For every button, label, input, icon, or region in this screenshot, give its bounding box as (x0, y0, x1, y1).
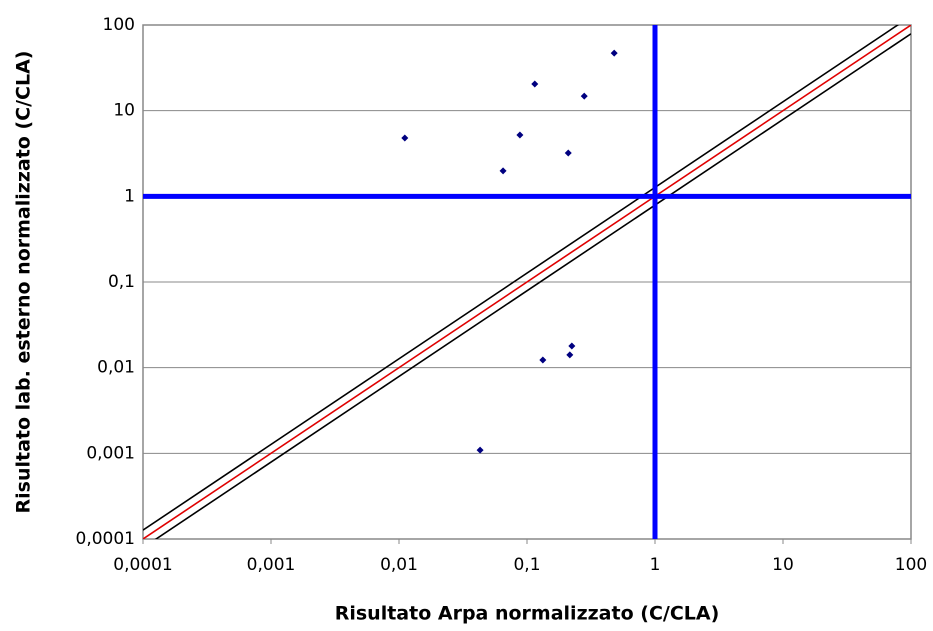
x-axis-title: Risultato Arpa normalizzato (C/CLA) (335, 603, 720, 625)
x-tick-label: 100 (895, 555, 927, 575)
y-tick-label: 10 (113, 101, 135, 121)
x-tick-label: 1 (650, 555, 661, 575)
point (516, 131, 524, 139)
x-tick-label: 0,01 (380, 555, 418, 575)
y-tick-label: 0,001 (86, 443, 135, 463)
point (580, 92, 588, 100)
point (476, 446, 484, 454)
x-tick-label: 0,001 (247, 555, 296, 575)
y-tick-label: 1 (124, 186, 135, 206)
reference-line (154, 33, 911, 539)
point (564, 149, 572, 157)
point (401, 134, 409, 142)
point (566, 351, 574, 359)
x-tick-label: 0,1 (513, 555, 540, 575)
y-tick-label: 0,01 (97, 358, 135, 378)
reference-line (143, 25, 900, 531)
x-tick-label: 0,0001 (113, 555, 172, 575)
point (568, 342, 576, 350)
y-tick-label: 0,1 (108, 272, 135, 292)
reference-line (143, 25, 911, 539)
y-tick-label: 0,0001 (76, 529, 135, 549)
y-tick-label: 100 (103, 15, 135, 35)
point (531, 80, 539, 88)
plot-content (143, 25, 911, 539)
point (539, 356, 547, 364)
x-tick-label: 10 (772, 555, 794, 575)
point (610, 49, 618, 57)
point (499, 167, 507, 175)
y-axis-title: Risultato lab. esterno normalizzato (C/C… (13, 51, 35, 514)
